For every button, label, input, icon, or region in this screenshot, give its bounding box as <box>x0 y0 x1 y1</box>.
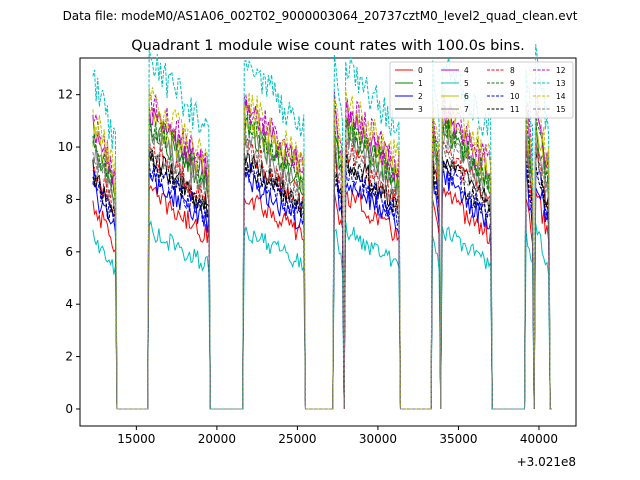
y-tick-label: 8 <box>65 192 73 206</box>
x-offset-label: +3.021e8 <box>517 455 576 469</box>
y-tick-label: 12 <box>58 88 73 102</box>
legend-box <box>389 61 574 119</box>
legend-label-6: 6 <box>464 92 469 101</box>
legend-label-9: 9 <box>510 79 515 88</box>
y-tick-label: 2 <box>65 350 73 364</box>
legend-label-13: 13 <box>556 79 566 88</box>
x-tick-label: 35000 <box>439 432 477 446</box>
y-tick-label: 10 <box>58 140 73 154</box>
legend-label-12: 12 <box>556 66 566 75</box>
x-tick-label: 30000 <box>359 432 397 446</box>
chart-title: Quadrant 1 module wise count rates with … <box>131 38 525 54</box>
legend-label-4: 4 <box>464 66 469 75</box>
series-line-12 <box>92 91 552 410</box>
legend-label-7: 7 <box>464 105 469 114</box>
legend-label-8: 8 <box>510 66 515 75</box>
legend-label-15: 15 <box>556 105 566 114</box>
y-axis: 0 2 4 6 8 10 12 <box>58 88 80 416</box>
x-tick-label: 40000 <box>520 432 558 446</box>
x-tick-label: 25000 <box>278 432 316 446</box>
x-axis: 15000 20000 25000 30000 35000 40000 <box>117 426 558 446</box>
axes-frame <box>79 57 577 427</box>
legend-label-14: 14 <box>556 92 566 101</box>
legend-label-2: 2 <box>418 92 423 101</box>
x-tick-label: 15000 <box>117 432 155 446</box>
y-tick-label: 6 <box>65 245 73 259</box>
y-tick-label: 0 <box>65 402 73 416</box>
legend-label-1: 1 <box>418 79 423 88</box>
legend-label-0: 0 <box>418 66 423 75</box>
series-layer <box>92 44 552 410</box>
legend-label-5: 5 <box>464 79 469 88</box>
x-tick-label: 20000 <box>198 432 236 446</box>
legend-label-10: 10 <box>510 92 520 101</box>
y-tick-label: 4 <box>65 297 73 311</box>
legend-label-3: 3 <box>418 105 423 114</box>
figure-suptitle: Data file: modeM0/AS1A06_002T02_90000030… <box>63 9 578 23</box>
legend-label-11: 11 <box>510 105 520 114</box>
series-line-15 <box>92 131 552 410</box>
